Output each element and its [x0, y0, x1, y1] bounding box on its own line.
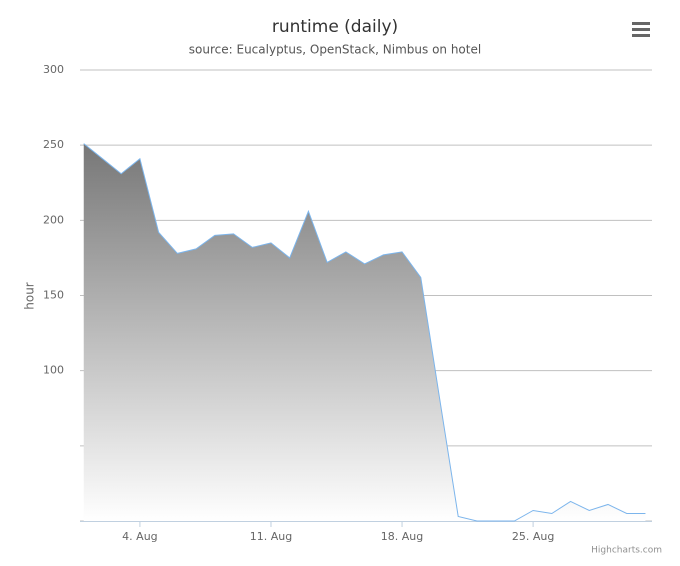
area-line — [83, 143, 646, 522]
x-tick-label: 18. Aug — [381, 530, 423, 543]
menu-bar — [632, 22, 650, 25]
menu-bar — [632, 28, 650, 31]
y-axis-title: hour — [23, 282, 37, 310]
y-tick-label: 200 — [43, 213, 64, 226]
y-tick-label: 100 — [43, 364, 64, 377]
credit[interactable]: Highcharts.com — [591, 546, 662, 556]
chart-title: runtime (daily) — [272, 17, 398, 37]
chart-subtitle: source: Eucalyptus, OpenStack, Nimbus on… — [189, 43, 481, 57]
x-tick-label: 25. Aug — [512, 530, 554, 543]
x-tick-label: 11. Aug — [250, 530, 292, 543]
area-fill — [83, 143, 646, 521]
menu-bar — [632, 34, 650, 37]
y-tick-label: 300 — [43, 63, 64, 76]
y-tick-label: 150 — [43, 289, 64, 302]
menu-button[interactable] — [632, 22, 650, 37]
y-tick-label: 250 — [43, 138, 64, 151]
x-tick-label: 4. Aug — [122, 530, 157, 543]
